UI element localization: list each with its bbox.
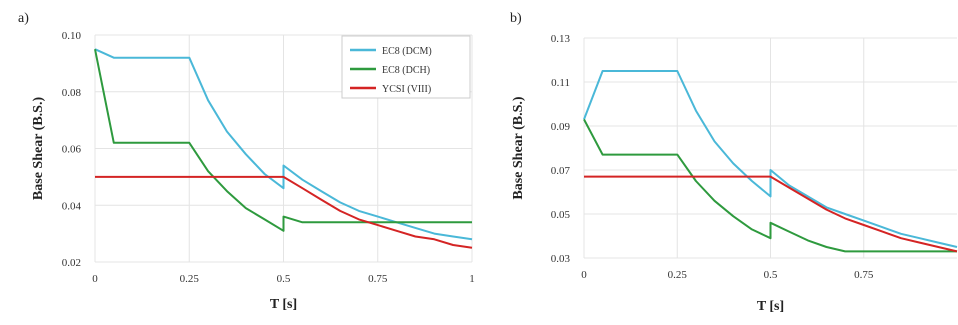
x-tick-label: 0.5 [277,273,291,285]
chart-panel-a: 0 0.25 0.5 0.75 1 0.02 0.04 0.06 0.08 0.10 T [s] Ba… [18,11,475,312]
y-axis-label: Base Shear (B.S.) [31,97,46,201]
x-tick-label: 0.75 [368,273,388,285]
panel-label: a) [18,11,29,26]
x-tick-label: 0 [92,273,98,285]
y-tick-label: 0.08 [62,87,82,99]
legend-entry-1: EC8 (DCM) [382,46,432,57]
series-line-2 [94,49,472,232]
y-tick-label: 0.09 [551,121,571,133]
y-tick-label: 0.02 [62,257,81,269]
y-tick-label: 0.04 [62,200,82,212]
x-tick-label: 0.25 [668,269,688,281]
series-line-2 [583,118,957,253]
x-axis-label: T [s] [757,299,784,314]
y-axis-label: Base Shear (B.S.) [511,96,526,200]
y-tick-label: 0.11 [551,77,570,89]
x-tick-label: 1 [469,273,475,285]
y-tick-label: 0.13 [551,33,571,45]
legend-entry-2: EC8 (DCH) [382,65,430,76]
x-tick-label: 0.75 [854,269,874,281]
y-tick-label: 0.05 [551,209,571,221]
x-axis-label: T [s] [270,297,297,312]
legend-entry-3: YCSI (VIII) [382,84,431,95]
series-line-1 [583,70,958,248]
chart-panel-b: 0 0.25 0.5 0.75 0.03 0.05 0.07 0.09 0.11 0.13 T [s… [510,11,958,314]
y-tick-label: 0.10 [62,30,82,42]
x-tick-label: 0.5 [764,269,778,281]
series-line-3 [95,175,473,249]
panel-label: b) [510,11,522,26]
series-line-3 [584,175,958,253]
y-tick-label: 0.07 [551,165,571,177]
x-tick-label: 0.25 [180,273,200,285]
x-tick-label: 0 [581,269,587,281]
y-tick-label: 0.03 [551,253,571,265]
y-tick-label: 0.06 [62,144,82,156]
